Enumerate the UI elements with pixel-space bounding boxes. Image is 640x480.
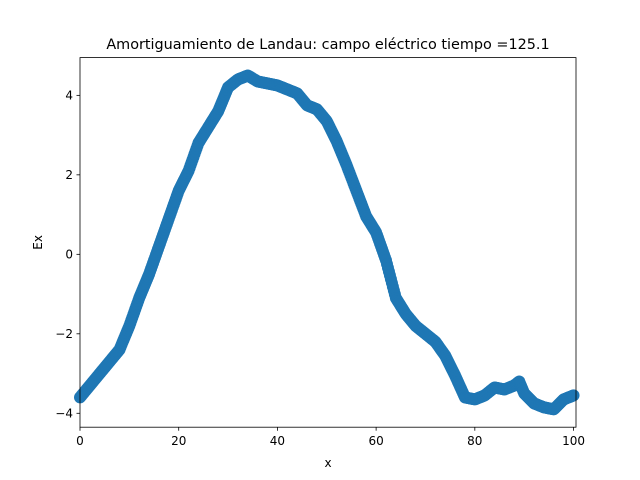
x-axis-label: x <box>324 456 331 470</box>
x-tick-label: 80 <box>467 434 482 448</box>
y-tick-label: −2 <box>55 327 73 341</box>
x-tick-label: 100 <box>562 434 585 448</box>
y-tick-label: 2 <box>65 168 73 182</box>
y-axis-label: Ex <box>31 235 45 250</box>
axes-frame <box>79 57 577 428</box>
y-tick-label: −4 <box>55 407 73 421</box>
x-tick-label: 0 <box>76 434 84 448</box>
x-tick-label: 40 <box>270 434 285 448</box>
x-tick-label: 20 <box>171 434 186 448</box>
y-tick-label: 0 <box>65 248 73 262</box>
y-ticks: −4 −2 0 2 4 <box>55 89 80 421</box>
axes <box>79 57 577 428</box>
plot-area <box>74 69 580 416</box>
x-ticks: 0 20 40 60 80 100 <box>76 427 585 448</box>
x-tick-label: 60 <box>368 434 383 448</box>
data-point <box>567 389 580 402</box>
y-tick-label: 4 <box>65 89 73 103</box>
chart-title: Amortiguamiento de Landau: campo eléctri… <box>106 37 549 53</box>
